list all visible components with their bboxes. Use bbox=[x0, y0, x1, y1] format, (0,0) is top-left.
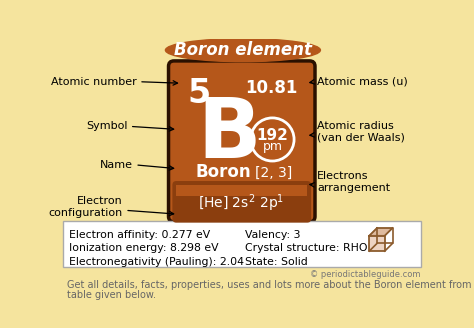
FancyBboxPatch shape bbox=[169, 61, 315, 222]
Text: Atomic mass (u): Atomic mass (u) bbox=[317, 77, 408, 87]
Text: © periodictableguide.com: © periodictableguide.com bbox=[310, 270, 420, 279]
Polygon shape bbox=[369, 236, 385, 251]
Polygon shape bbox=[369, 228, 392, 236]
Text: B: B bbox=[197, 94, 261, 175]
Text: table given below.: table given below. bbox=[67, 290, 156, 299]
Text: Ionization energy: 8.298 eV: Ionization energy: 8.298 eV bbox=[69, 243, 218, 254]
Text: $\mathsf{[He]\ 2s^2\ 2p^1}$: $\mathsf{[He]\ 2s^2\ 2p^1}$ bbox=[198, 193, 284, 214]
Text: 192: 192 bbox=[256, 128, 288, 143]
Ellipse shape bbox=[165, 39, 320, 62]
Text: Boron: Boron bbox=[196, 163, 251, 181]
Text: Valency: 3: Valency: 3 bbox=[245, 230, 301, 239]
Text: Atomic number: Atomic number bbox=[51, 77, 137, 87]
Text: Name: Name bbox=[100, 160, 133, 170]
FancyBboxPatch shape bbox=[63, 221, 421, 267]
Text: pm: pm bbox=[263, 140, 283, 153]
Text: State: Solid: State: Solid bbox=[245, 257, 308, 267]
Text: 5: 5 bbox=[188, 77, 211, 110]
Text: Get all details, facts, properties, uses and lots more about the Boron element f: Get all details, facts, properties, uses… bbox=[67, 280, 474, 290]
Text: 10.81: 10.81 bbox=[246, 79, 298, 97]
FancyBboxPatch shape bbox=[173, 181, 311, 223]
Text: [2, 3]: [2, 3] bbox=[255, 166, 292, 179]
Text: Crystal structure: RHO: Crystal structure: RHO bbox=[245, 243, 368, 254]
Text: Boron element: Boron element bbox=[174, 41, 312, 59]
Text: Electrons
arrangement: Electrons arrangement bbox=[317, 171, 391, 193]
Text: Electronegativity (Pauling): 2.04: Electronegativity (Pauling): 2.04 bbox=[69, 257, 244, 267]
Text: Atomic radius
(van der Waals): Atomic radius (van der Waals) bbox=[317, 121, 405, 143]
Text: Electron
configuration: Electron configuration bbox=[48, 196, 123, 218]
Text: Electron affinity: 0.277 eV: Electron affinity: 0.277 eV bbox=[69, 230, 210, 239]
Text: Symbol: Symbol bbox=[86, 121, 128, 132]
FancyBboxPatch shape bbox=[176, 185, 307, 196]
